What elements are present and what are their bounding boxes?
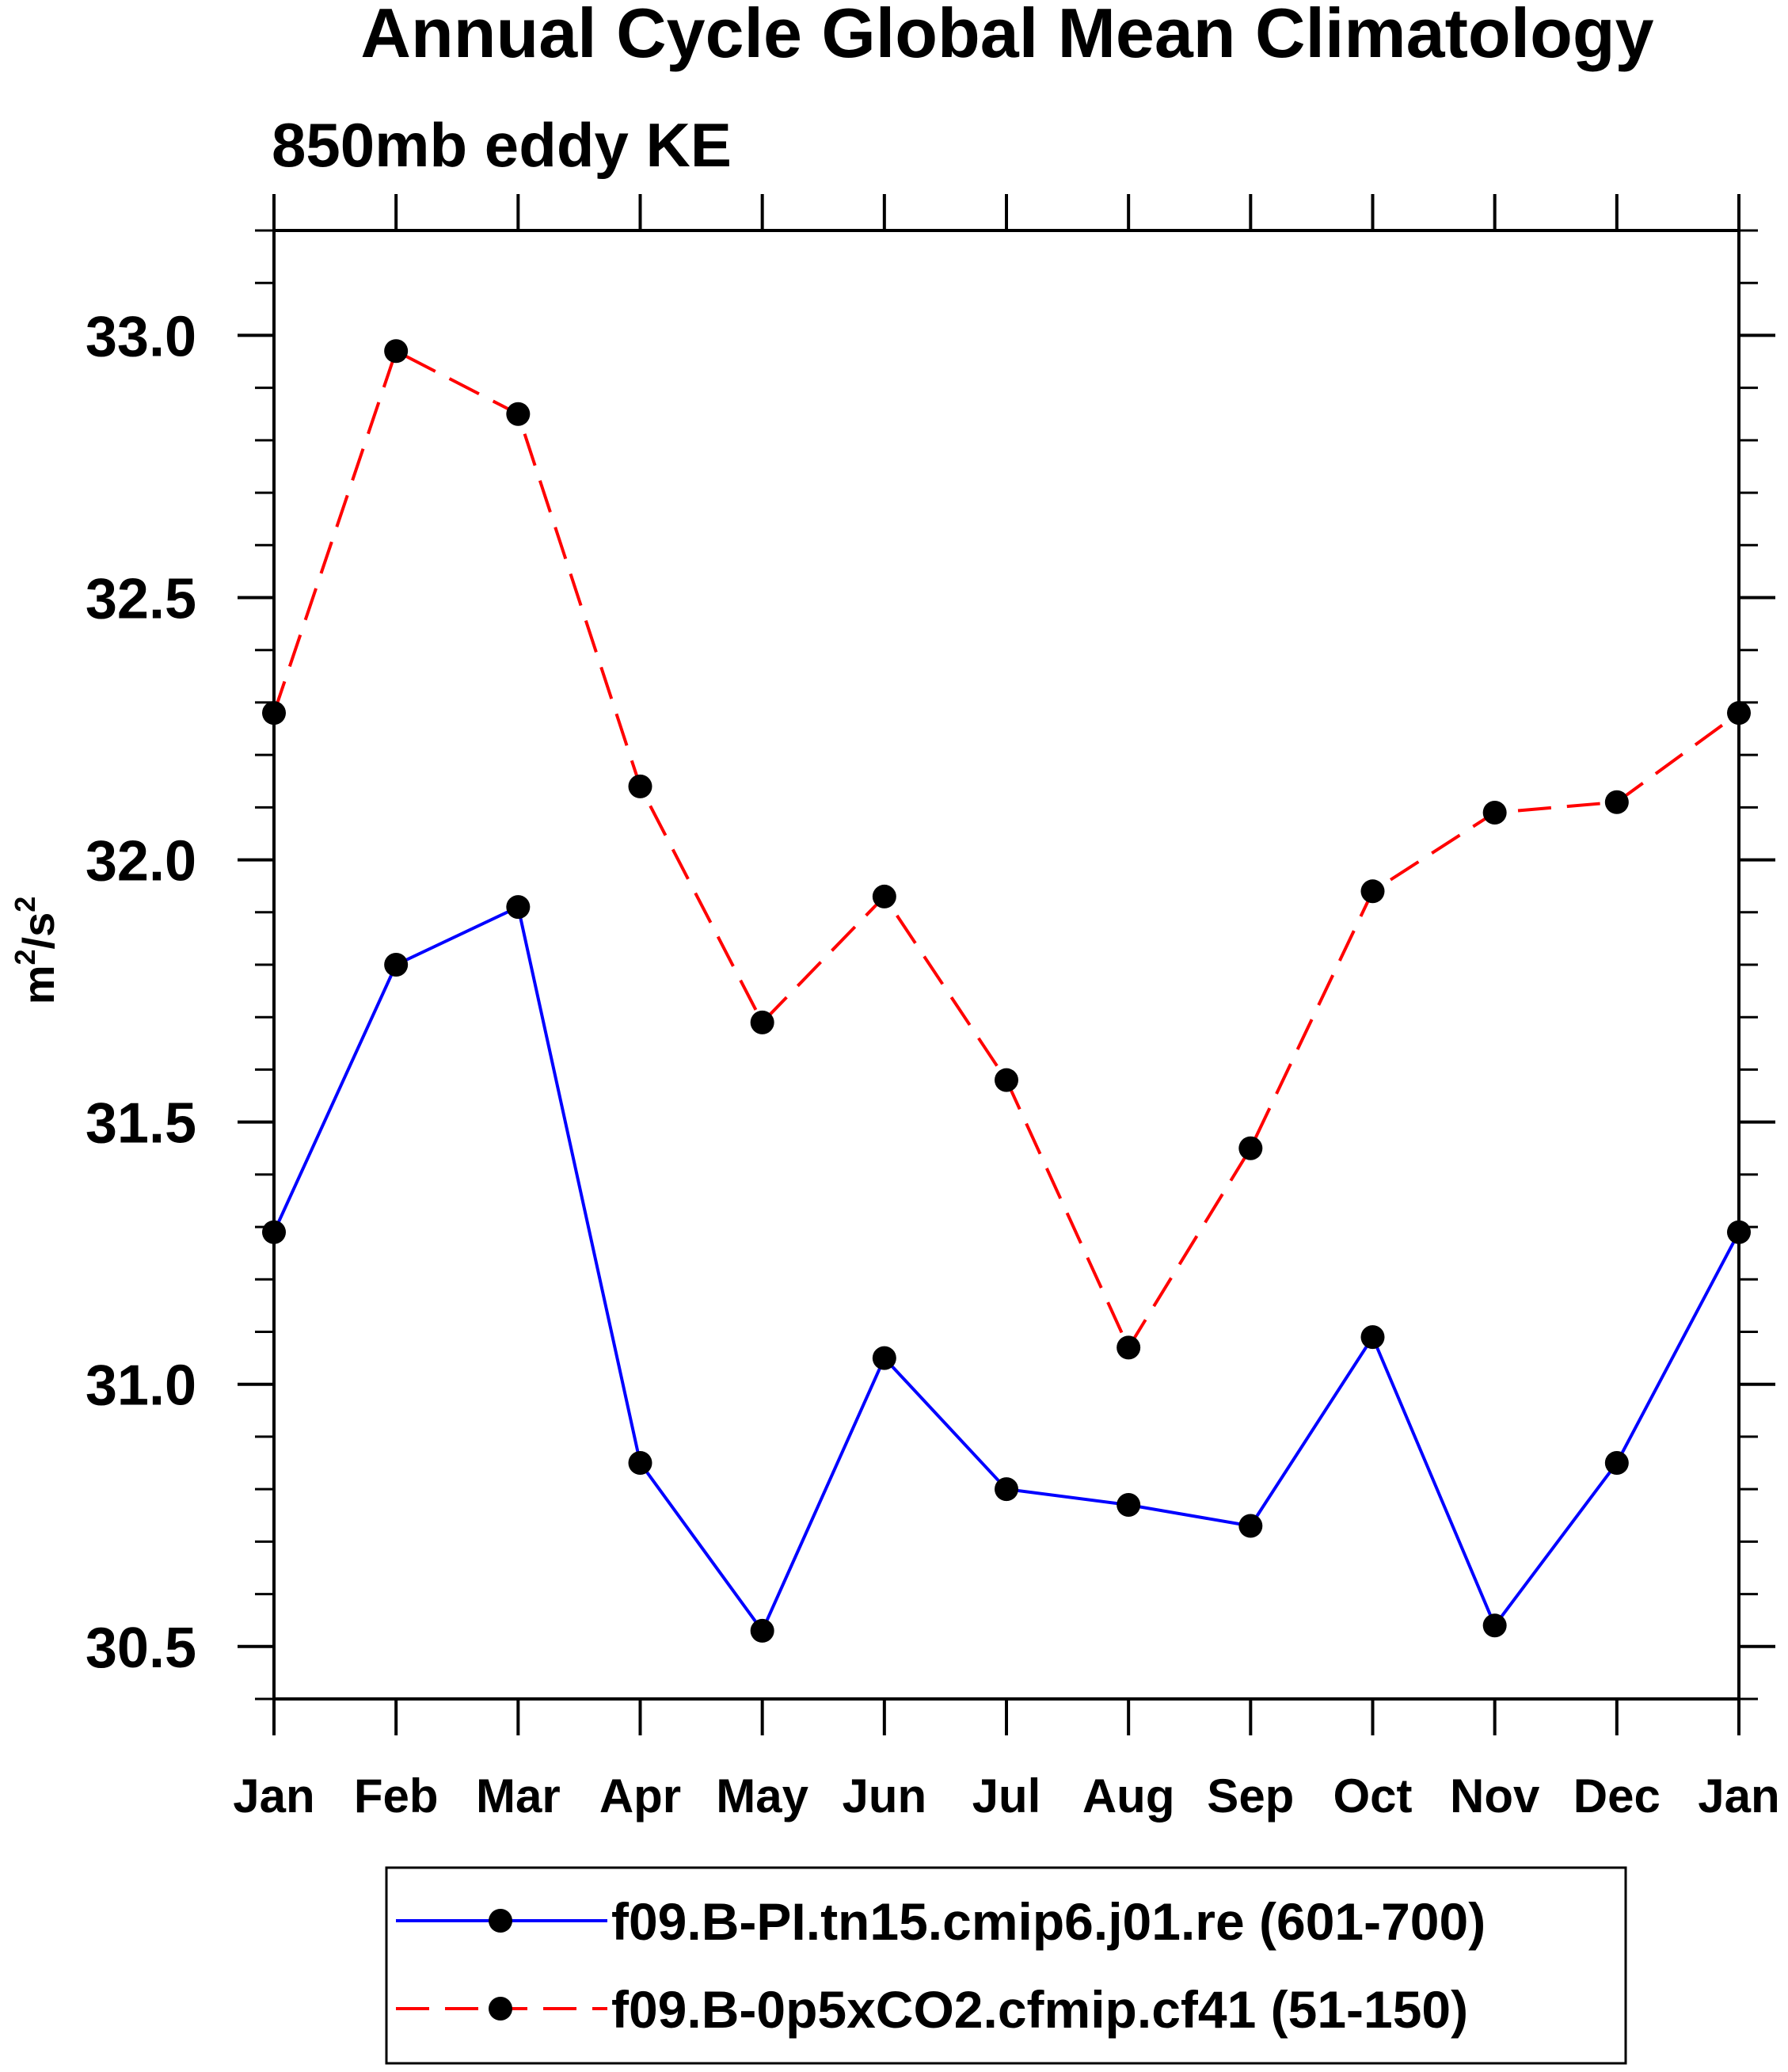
x-tick-label: Jul [972,1769,1041,1823]
legend-marker [489,1997,512,2021]
legend-item: f09.B-PI.tn15.cmip6.j01.re (601-700) [396,1892,1486,1951]
data-point [628,774,652,798]
x-tick-label: Oct [1333,1769,1412,1823]
data-point [1117,1493,1141,1518]
legend-item: f09.B-0p5xCO2.cfmip.cf41 (51-150) [396,1980,1468,2039]
x-tick-label: Jan [233,1769,314,1823]
data-point [1604,1451,1629,1476]
chart-title: Annual Cycle Global Mean Climatology [360,0,1653,72]
data-point [1117,1335,1141,1360]
chart-subtitle: 850mb eddy KE [272,110,732,180]
data-point [506,895,531,920]
y-tick-label: 33.0 [86,305,196,368]
y-tick-label: 31.0 [86,1354,196,1418]
legend-label: f09.B-PI.tn15.cmip6.j01.re (601-700) [611,1892,1486,1951]
data-point [506,402,531,426]
data-point [628,1451,652,1476]
x-tick-label: Jan [1698,1769,1779,1823]
series-line [272,349,1740,1351]
data-point [995,1477,1018,1502]
x-tick-label: Aug [1082,1769,1175,1823]
x-tick-label: Dec [1573,1769,1661,1823]
series-1 [262,895,1751,1643]
legend-box [385,1866,1627,2065]
data-point [750,1618,774,1643]
x-tick-label: May [716,1769,808,1823]
data-point [1482,1613,1507,1638]
series-line [272,905,1740,1634]
data-point [1360,1325,1385,1350]
legend-marker [489,1909,512,1933]
data-point [750,1010,774,1034]
legend: f09.B-PI.tn15.cmip6.j01.re (601-700) f09.… [385,1866,1627,2065]
legend-label: f09.B-0p5xCO2.cfmip.cf41 (51-150) [611,1980,1468,2039]
data-point [872,884,896,908]
x-tick-label: Jun [842,1769,926,1823]
data-point [872,1346,896,1370]
y-tick-label: 32.0 [86,830,196,893]
data-point [1482,800,1507,825]
data-point [1238,1514,1263,1538]
x-tick-label: Sep [1207,1769,1294,1823]
data-point [384,953,409,977]
data-point [1238,1136,1263,1160]
y-tick-label: 32.5 [86,568,196,631]
plot-frame [272,229,1740,1701]
x-tick-label: Feb [354,1769,439,1823]
data-point [384,339,409,364]
x-tick-label: Mar [476,1769,561,1823]
y-axis-label: m2/s2 [9,897,63,1005]
y-tick-label: 30.5 [86,1617,196,1680]
x-tick-label: Nov [1450,1769,1540,1823]
data-point [995,1068,1018,1092]
series-2 [262,339,1751,1360]
data-point [1604,790,1629,814]
y-tick-label: 31.5 [86,1092,196,1156]
data-point [1360,879,1385,904]
x-tick-label: Apr [599,1769,681,1823]
